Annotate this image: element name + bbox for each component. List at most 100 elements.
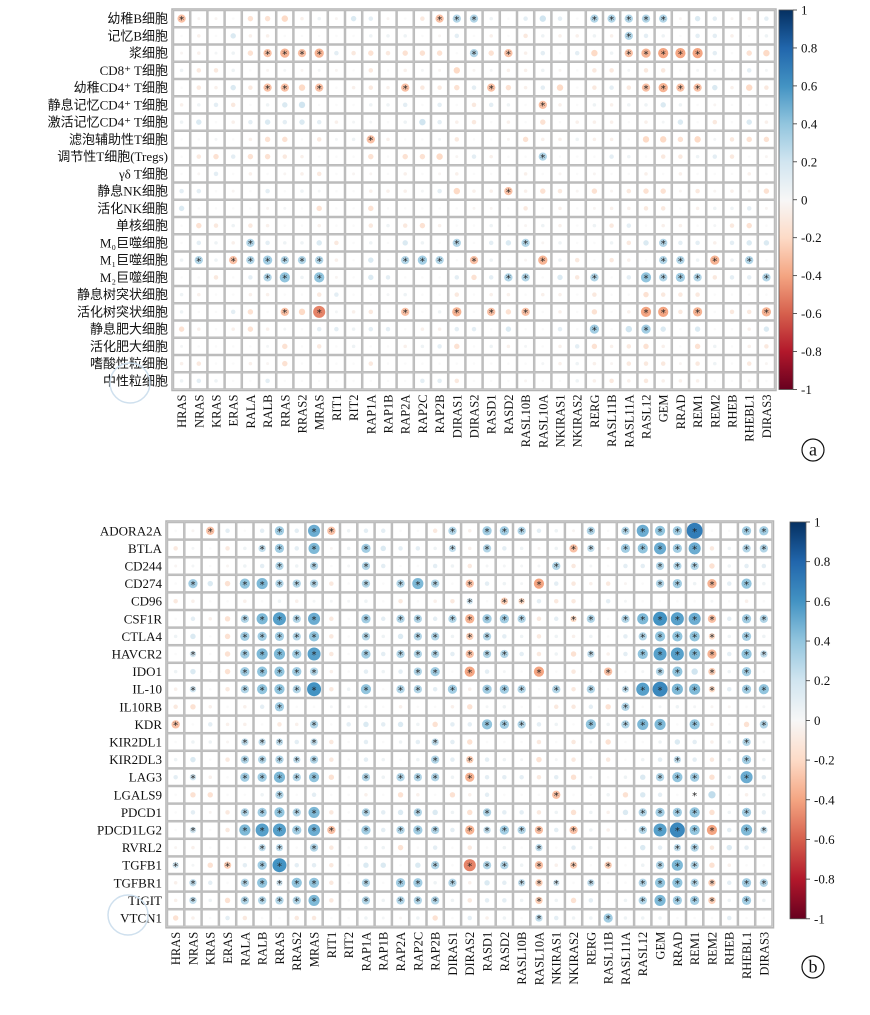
correlation-dot xyxy=(763,240,770,246)
correlation-dot xyxy=(381,669,386,674)
significance-star: * xyxy=(260,879,265,890)
correlation-dot xyxy=(174,793,177,797)
correlation-dot xyxy=(471,102,477,108)
correlation-dot xyxy=(314,48,324,58)
correlation-dot xyxy=(730,293,734,296)
significance-star: * xyxy=(277,897,282,908)
correlation-dot xyxy=(679,207,682,210)
significance-star: * xyxy=(312,615,317,626)
correlation-dot xyxy=(606,810,610,815)
correlation-dot xyxy=(420,16,425,21)
correlation-dot xyxy=(609,85,614,90)
correlation-dot xyxy=(433,793,437,797)
correlation-dot xyxy=(489,206,493,210)
correlation-dot xyxy=(712,154,718,159)
significance-star: * xyxy=(363,545,368,556)
significance-star: * xyxy=(658,650,663,661)
significance-star: * xyxy=(265,49,270,60)
correlation-dot xyxy=(467,809,473,816)
significance-star: * xyxy=(433,897,438,908)
correlation-dot xyxy=(226,705,229,709)
correlation-dot xyxy=(520,758,524,762)
significance-star: * xyxy=(744,580,749,591)
correlation-dot xyxy=(294,862,299,868)
significance-star: * xyxy=(658,721,663,732)
significance-star: * xyxy=(398,650,403,661)
correlation-dot xyxy=(489,172,493,176)
correlation-dot xyxy=(334,292,339,297)
correlation-dot xyxy=(231,68,235,73)
column-label: RASL10B xyxy=(519,395,533,448)
correlation-dot xyxy=(679,345,682,348)
correlation-dot xyxy=(520,916,523,920)
correlation-dot xyxy=(586,526,595,535)
correlation-dot xyxy=(554,774,559,780)
significance-star: * xyxy=(398,879,403,890)
correlation-dot xyxy=(231,51,235,55)
correlation-dot xyxy=(589,775,593,779)
correlation-dot xyxy=(420,378,425,384)
correlation-dot xyxy=(623,898,628,903)
correlation-dot xyxy=(363,528,369,534)
correlation-dot xyxy=(335,172,338,176)
correlation-dot xyxy=(506,137,510,141)
correlation-dot xyxy=(575,189,579,193)
significance-star: * xyxy=(485,861,490,872)
correlation-dot xyxy=(214,17,218,21)
correlation-dot xyxy=(482,544,492,553)
correlation-dot xyxy=(761,810,767,815)
column-label: RAP2A xyxy=(399,395,413,435)
correlation-dot xyxy=(329,898,334,903)
correlation-dot xyxy=(347,899,350,902)
correlation-dot xyxy=(593,241,596,245)
correlation-dot xyxy=(334,275,338,279)
correlation-dot xyxy=(416,722,420,727)
correlation-dot xyxy=(214,189,218,193)
significance-star: * xyxy=(398,685,403,696)
column-label: RIT2 xyxy=(347,395,361,421)
correlation-dot xyxy=(243,846,247,849)
significance-star: * xyxy=(300,49,305,60)
correlation-dot xyxy=(589,564,593,568)
correlation-dot xyxy=(226,881,229,885)
significance-star: * xyxy=(644,49,649,60)
correlation-dot xyxy=(469,14,479,23)
correlation-dot xyxy=(589,828,593,832)
significance-star: * xyxy=(485,615,490,626)
correlation-dot xyxy=(381,651,386,657)
correlation-dot xyxy=(229,255,238,265)
correlation-dot xyxy=(762,793,766,797)
correlation-dot xyxy=(381,845,386,850)
significance-star: * xyxy=(592,274,597,285)
correlation-dot xyxy=(533,578,545,589)
row-label: KDR xyxy=(135,717,163,732)
significance-star: * xyxy=(678,274,683,285)
correlation-dot xyxy=(329,651,334,657)
correlation-dot xyxy=(558,51,562,55)
correlation-dot xyxy=(541,345,545,348)
column-label: RAP2B xyxy=(429,932,443,971)
correlation-dot xyxy=(451,863,454,867)
correlation-dot xyxy=(524,344,528,348)
correlation-dot xyxy=(265,240,270,246)
row-label: PDCD1LG2 xyxy=(97,823,162,838)
correlation-dot xyxy=(398,669,403,674)
significance-star: * xyxy=(675,668,680,679)
correlation-dot xyxy=(641,324,651,334)
correlation-dot xyxy=(609,223,614,228)
correlation-dot xyxy=(627,206,631,211)
correlation-dot xyxy=(263,273,272,282)
correlation-dot xyxy=(213,153,219,160)
correlation-dot xyxy=(764,344,769,349)
correlation-dot xyxy=(437,310,442,314)
correlation-dot xyxy=(627,68,631,72)
correlation-dot xyxy=(448,544,457,553)
correlation-dot xyxy=(213,68,219,73)
significance-star: * xyxy=(675,580,680,591)
correlation-dot xyxy=(381,793,385,797)
correlation-dot xyxy=(317,34,321,38)
correlation-dot xyxy=(588,704,594,710)
correlation-dot xyxy=(541,172,545,176)
row-label: BTLA xyxy=(128,541,163,556)
row-label: 滤泡辅助性T细胞 xyxy=(69,132,168,147)
